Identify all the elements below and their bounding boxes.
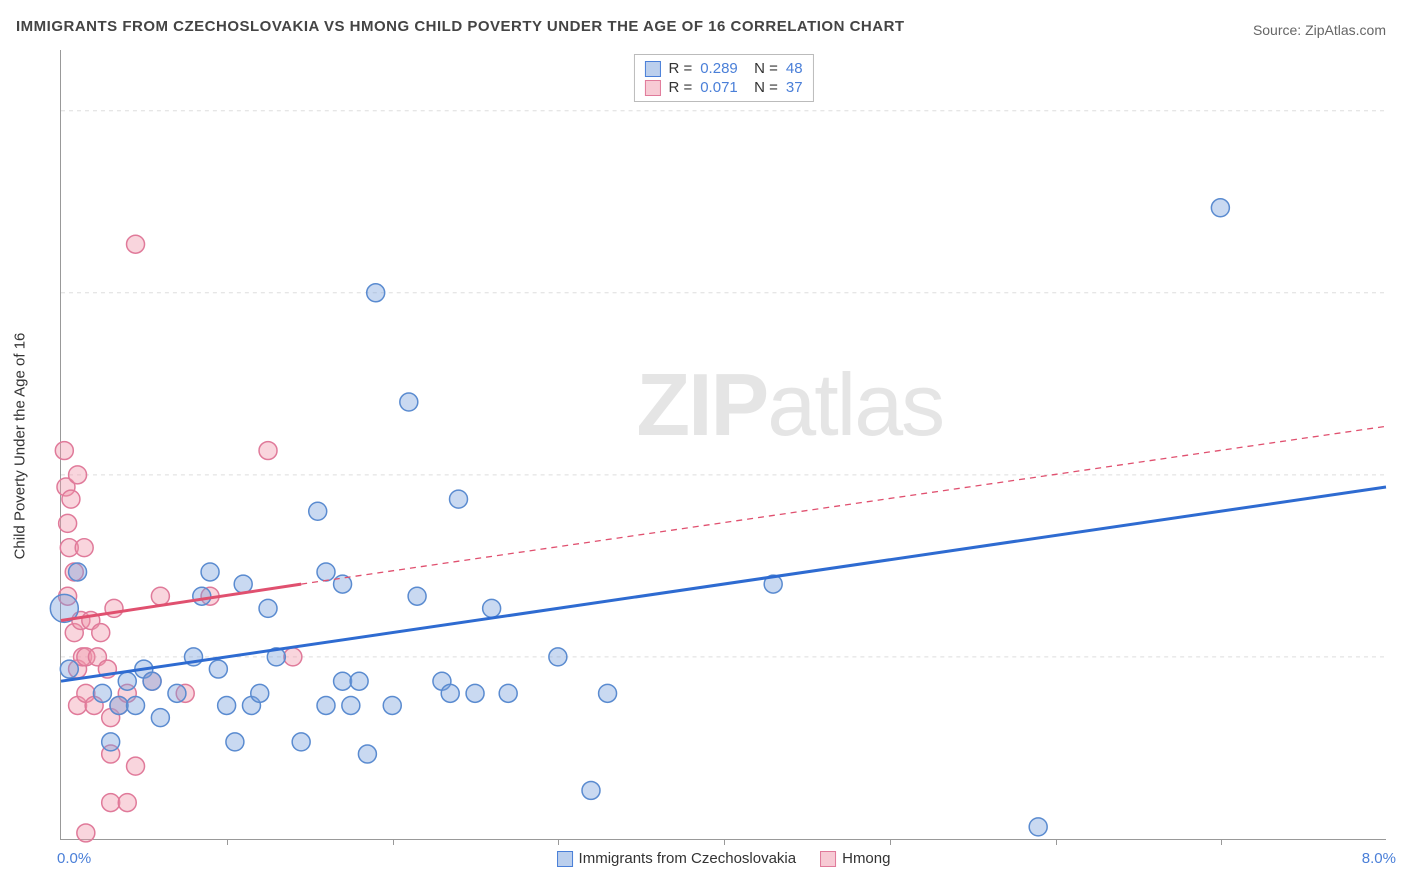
- x-tick-mark: [724, 839, 725, 845]
- y-axis-label: Child Poverty Under the Age of 16: [12, 333, 29, 560]
- legend-item-blue: Immigrants from Czechoslovakia: [557, 850, 797, 867]
- plot-area: ZIPatlas R = 0.289 N = 48 R = 0.071 N = …: [60, 50, 1386, 840]
- stats-row-blue: R = 0.289 N = 48: [644, 59, 802, 78]
- x-tick-mark: [558, 839, 559, 845]
- bottom-legend: Immigrants from Czechoslovakia Hmong: [557, 850, 891, 867]
- swatch-blue-icon: [557, 851, 573, 867]
- x-tick-mark: [890, 839, 891, 845]
- stats-row-pink: R = 0.071 N = 37: [644, 78, 802, 97]
- swatch-pink-icon: [820, 851, 836, 867]
- y-tick-label: 15.0%: [1392, 649, 1406, 666]
- y-tick-label: 60.0%: [1392, 102, 1406, 119]
- x-tick-right: 8.0%: [1362, 850, 1396, 867]
- swatch-pink-icon: [644, 80, 660, 96]
- swatch-blue-icon: [644, 61, 660, 77]
- x-tick-mark: [227, 839, 228, 845]
- source-label: Source: ZipAtlas.com: [1253, 22, 1386, 38]
- y-tick-label: 30.0%: [1392, 467, 1406, 484]
- x-tick-left: 0.0%: [57, 850, 91, 867]
- x-tick-mark: [1221, 839, 1222, 845]
- chart-title: IMMIGRANTS FROM CZECHOSLOVAKIA VS HMONG …: [16, 18, 905, 35]
- y-tick-label: 45.0%: [1392, 285, 1406, 302]
- scatter-svg: [61, 50, 1386, 839]
- legend-item-pink: Hmong: [820, 850, 890, 867]
- x-tick-mark: [393, 839, 394, 845]
- x-tick-mark: [1056, 839, 1057, 845]
- stats-legend: R = 0.289 N = 48 R = 0.071 N = 37: [633, 54, 813, 102]
